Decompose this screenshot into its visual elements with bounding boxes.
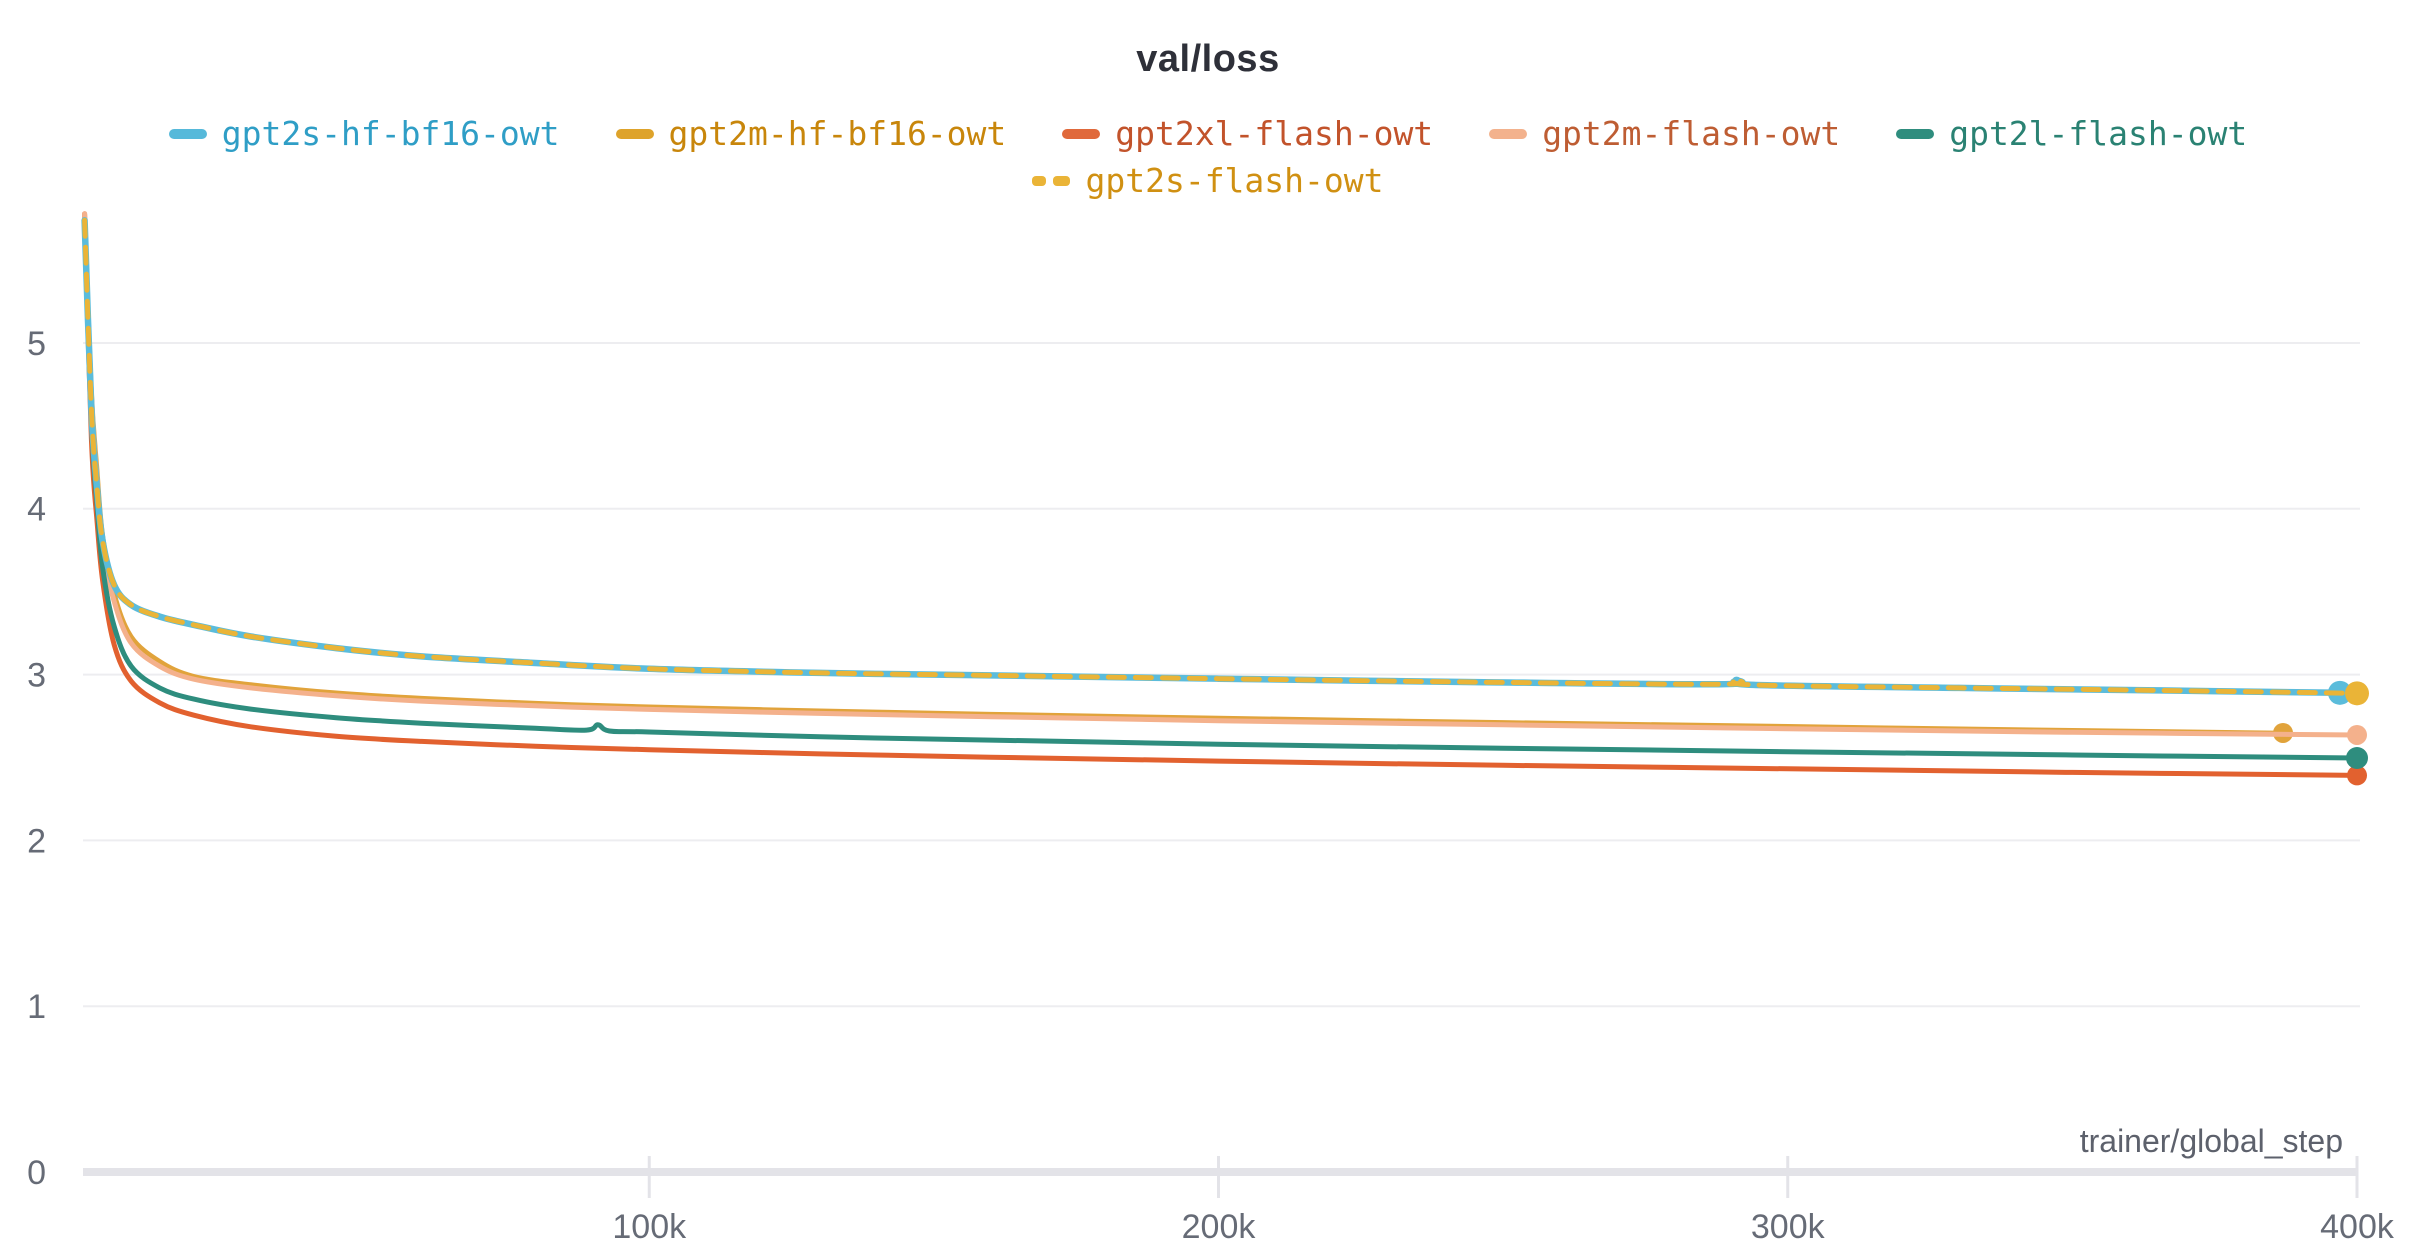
svg-text:400k: 400k xyxy=(2320,1208,2395,1246)
legend-swatch-icon xyxy=(615,128,654,139)
legend-swatch-icon xyxy=(1489,128,1528,139)
legend-item-gpt2s-hf-bf16-owt[interactable]: gpt2s-hf-bf16-owt xyxy=(168,114,560,153)
legend-item-gpt2l-flash-owt[interactable]: gpt2l-flash-owt xyxy=(1896,114,2247,153)
svg-text:3: 3 xyxy=(27,657,46,695)
legend-item-label: gpt2xl-flash-owt xyxy=(1115,114,1434,153)
svg-text:200k: 200k xyxy=(1182,1208,1257,1246)
series-lines xyxy=(81,211,2369,786)
legend-item-gpt2m-hf-bf16-owt[interactable]: gpt2m-hf-bf16-owt xyxy=(615,114,1007,153)
series-end-dot-gpt2l-flash-owt[interactable] xyxy=(2346,746,2368,769)
svg-text:0: 0 xyxy=(27,1154,46,1192)
svg-text:100k: 100k xyxy=(612,1208,687,1246)
legend-item-label: gpt2m-hf-bf16-owt xyxy=(668,114,1007,153)
legend-item-gpt2xl-flash-owt[interactable]: gpt2xl-flash-owt xyxy=(1062,114,1433,153)
legend-item-label: gpt2s-hf-bf16-owt xyxy=(221,114,560,153)
legend-swatch-icon xyxy=(168,128,207,139)
x-axis xyxy=(83,1156,2359,1198)
legend-swatch-icon xyxy=(1062,128,1101,139)
gridlines xyxy=(83,342,2360,1008)
svg-text:1: 1 xyxy=(27,988,46,1026)
legend-item-gpt2m-flash-owt[interactable]: gpt2m-flash-owt xyxy=(1489,114,1840,153)
series-line-gpt2l-flash-owt[interactable] xyxy=(82,221,2360,761)
x-axis-label: trainer/global_step xyxy=(2080,1123,2343,1159)
svg-text:2: 2 xyxy=(27,822,46,860)
series-line-gpt2s-hf-bf16-owt[interactable] xyxy=(81,217,2344,697)
svg-text:300k: 300k xyxy=(1751,1208,1826,1246)
legend-item-label: gpt2s-flash-owt xyxy=(1085,161,1384,200)
legend-row: gpt2s-hf-bf16-owt gpt2m-hf-bf16-owt gpt2xl… xyxy=(168,114,2247,153)
legend-item-label: gpt2l-flash-owt xyxy=(1949,114,2248,153)
chart-title: val/loss xyxy=(1136,38,1280,80)
legend-swatch-icon xyxy=(1032,175,1071,186)
x-tick-labels: 100k 200k 300k 400k xyxy=(612,1208,2394,1246)
y-tick-labels: 0 1 2 3 4 5 xyxy=(27,325,46,1192)
series-line-gpt2s-flash-owt[interactable] xyxy=(82,217,2360,696)
legend-item-gpt2s-flash-owt[interactable]: gpt2s-flash-owt xyxy=(1032,161,1384,200)
legend-swatch-icon xyxy=(1896,128,1935,139)
legend-item-label: gpt2m-flash-owt xyxy=(1542,114,1841,153)
legend: gpt2s-hf-bf16-owt gpt2m-hf-bf16-owt gpt2xl… xyxy=(0,114,2416,200)
series-end-dot-gpt2m-flash-owt[interactable] xyxy=(2347,724,2367,745)
svg-text:5: 5 xyxy=(27,325,46,363)
svg-text:4: 4 xyxy=(27,491,46,529)
series-end-dot-gpt2xl-flash-owt[interactable] xyxy=(2347,765,2367,786)
series-line-gpt2xl-flash-owt[interactable] xyxy=(82,211,2360,778)
series-end-dot-gpt2s-flash-owt[interactable] xyxy=(2345,681,2369,706)
legend-row: gpt2s-flash-owt xyxy=(1032,161,1384,200)
